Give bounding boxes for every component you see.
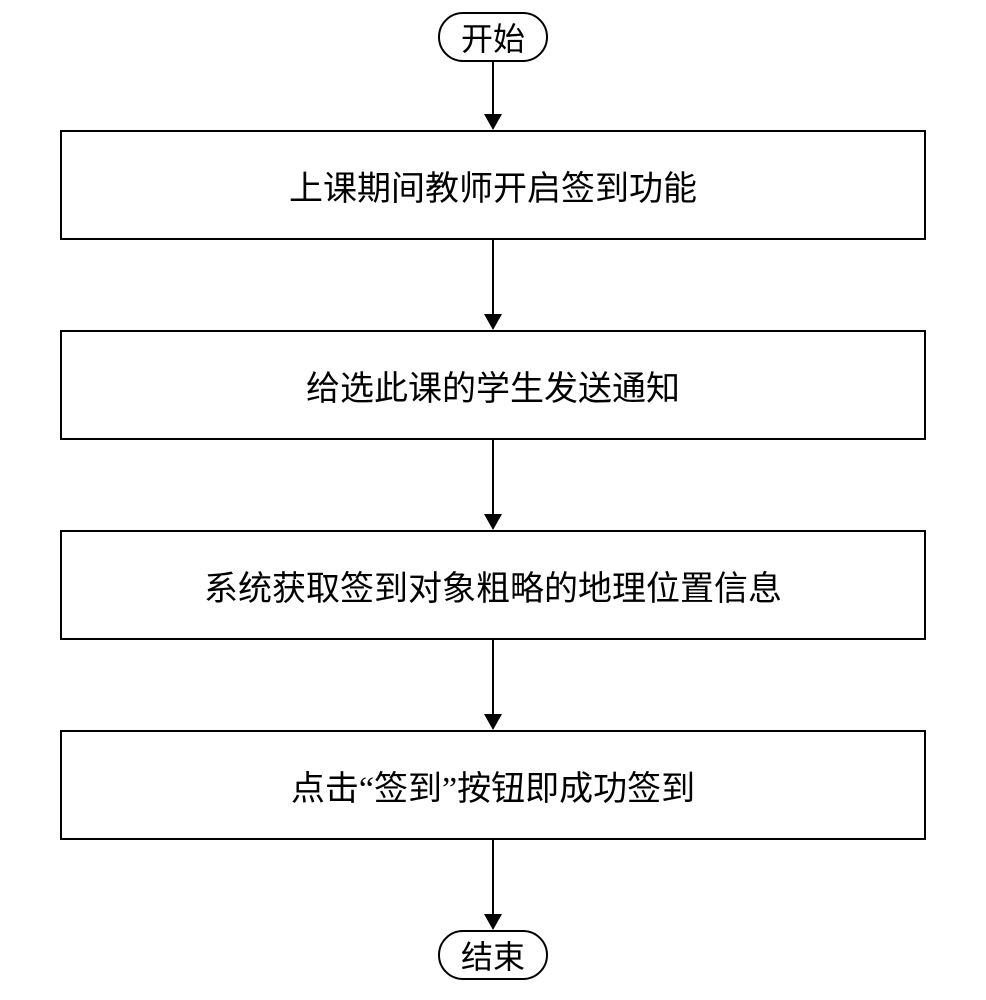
end-label: 结束 — [461, 932, 525, 978]
arrow-start-p1 — [483, 62, 503, 130]
process-4-label: 点击“签到”按钮即成功签到 — [291, 761, 695, 810]
process-4: 点击“签到”按钮即成功签到 — [60, 730, 926, 840]
process-3: 系统获取签到对象粗略的地理位置信息 — [60, 530, 926, 640]
end-terminal: 结束 — [438, 930, 548, 980]
start-label: 开始 — [461, 14, 525, 60]
arrow-p2-p3 — [483, 440, 503, 530]
process-2: 给选此课的学生发送通知 — [60, 330, 926, 440]
flowchart-container: 开始 上课期间教师开启签到功能 给选此课的学生发送通知 系统获取签到对象粗略的地… — [0, 0, 986, 1000]
process-2-label: 给选此课的学生发送通知 — [306, 361, 680, 410]
arrow-p1-p2 — [483, 240, 503, 330]
process-3-label: 系统获取签到对象粗略的地理位置信息 — [204, 561, 782, 610]
process-1-label: 上课期间教师开启签到功能 — [289, 161, 697, 210]
arrow-p3-p4 — [483, 640, 503, 730]
arrow-p4-end — [483, 840, 503, 930]
start-terminal: 开始 — [438, 12, 548, 62]
process-1: 上课期间教师开启签到功能 — [60, 130, 926, 240]
